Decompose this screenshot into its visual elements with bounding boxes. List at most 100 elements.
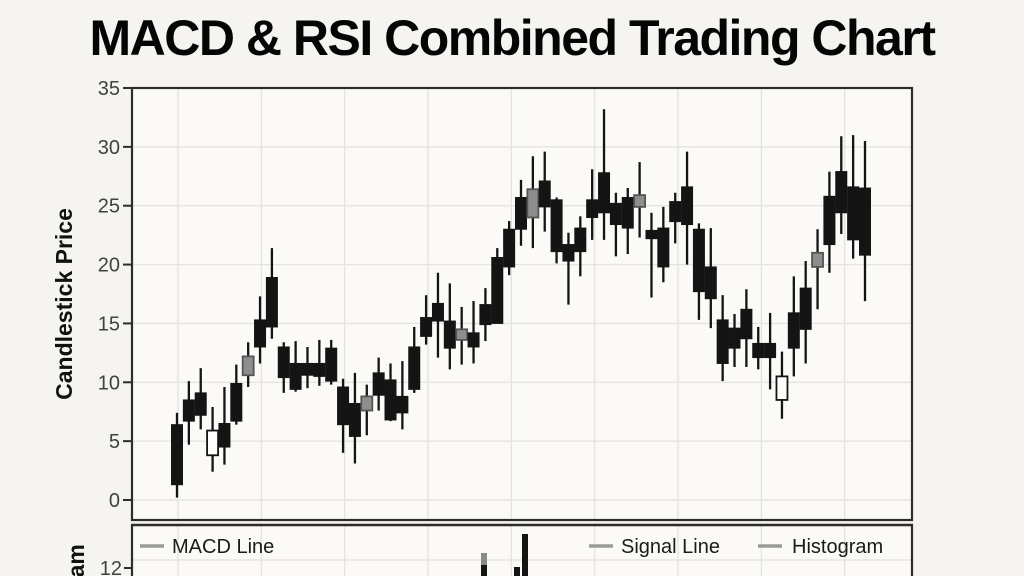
candle-body: [515, 196, 527, 230]
candlestick: [503, 221, 516, 276]
candle-body: [360, 395, 374, 412]
macd-ytick-label: 12: [100, 558, 122, 576]
candle-body: [289, 362, 302, 390]
candlestick: [775, 351, 789, 419]
candlestick: [408, 326, 421, 393]
chart-title: MACD & RSI Combined Trading Chart: [89, 10, 936, 66]
candle-body: [728, 327, 741, 349]
candlestick: [431, 272, 444, 358]
candlestick: [550, 197, 563, 264]
candlestick: [526, 156, 540, 249]
candle-body: [254, 319, 267, 348]
price-axis-ticks: 35 30 25 20 15 10 5 0: [98, 78, 132, 512]
candle-body: [408, 346, 421, 390]
candle-body: [337, 386, 350, 426]
candle-body: [348, 402, 361, 437]
macd-histogram-bar: [514, 567, 520, 576]
legend-label-signal-line: Signal Line: [621, 536, 720, 558]
candlestick: [265, 248, 278, 339]
candlestick: [633, 162, 647, 238]
candle-body: [859, 187, 871, 256]
candlestick: [171, 412, 183, 498]
candlestick: [206, 407, 219, 472]
candle-body: [562, 244, 575, 262]
candle-body: [835, 171, 848, 214]
candlestick: [396, 361, 409, 430]
macd-axis-label: Histogram: [63, 544, 89, 576]
price-ytick-label-0: 0: [109, 490, 120, 512]
legend-label-histogram: Histogram: [792, 536, 883, 558]
candle-body: [384, 379, 397, 421]
candlestick: [562, 232, 575, 305]
candle-body: [491, 257, 504, 324]
macd-histogram-bars: [481, 534, 528, 576]
candle-body: [681, 186, 694, 226]
candle-body: [550, 199, 563, 253]
candle-body: [787, 312, 800, 349]
candle-body: [847, 186, 860, 241]
candlestick: [823, 171, 836, 273]
macd-histogram-bar: [481, 565, 487, 576]
candlestick: [669, 192, 682, 244]
candle-body: [823, 195, 836, 246]
candle-body: [420, 317, 433, 337]
price-ytick-label-10: 10: [98, 372, 120, 394]
candlestick: [301, 346, 314, 389]
candle-body: [325, 347, 338, 382]
candle-body: [301, 362, 314, 376]
candlestick: [586, 169, 599, 240]
candle-body: [431, 302, 444, 322]
candlestick: [657, 206, 670, 283]
candlestick-series: [171, 109, 871, 498]
candle-body: [704, 266, 717, 300]
candle-body: [230, 382, 243, 422]
candlestick: [491, 248, 504, 324]
candlestick: [847, 135, 860, 259]
candlestick: [289, 341, 302, 392]
candlestick: [692, 223, 705, 320]
price-panel-spine: [130, 86, 914, 522]
candlestick: [752, 326, 765, 370]
candlestick: [348, 372, 361, 464]
candlestick: [479, 288, 492, 342]
candlestick: [574, 216, 587, 277]
candle-body: [182, 399, 195, 422]
candle-body: [740, 308, 753, 340]
candle-body: [692, 228, 705, 293]
candlestick: [194, 368, 207, 430]
price-axis-label: Candlestick Price: [51, 208, 77, 400]
axes-spines: [130, 86, 914, 576]
candle-body: [609, 202, 622, 226]
candlestick: [716, 295, 729, 382]
candle-body: [194, 392, 207, 416]
candle-body: [396, 395, 409, 414]
candle-body: [716, 319, 729, 364]
candle-body: [538, 180, 551, 208]
candle-body: [645, 229, 658, 240]
candlestick: [420, 295, 433, 345]
candle-body: [455, 328, 469, 341]
price-ytick-label-35: 35: [98, 78, 120, 100]
candle-body: [574, 227, 587, 253]
candle-body: [799, 287, 812, 330]
macd-legend: MACD Line Signal Line Histogram: [140, 536, 883, 558]
candle-body: [764, 342, 777, 359]
macd-histogram-bar: [481, 553, 487, 565]
candlestick: [681, 151, 694, 265]
candle-body: [479, 304, 492, 326]
candle-body: [241, 355, 255, 377]
candle-body: [277, 346, 290, 379]
candlestick: [787, 276, 800, 377]
candle-body: [313, 362, 326, 377]
candlestick: [799, 261, 812, 364]
candlestick: [254, 296, 267, 364]
candlestick: [740, 289, 753, 367]
candle-body: [467, 332, 480, 348]
candlestick: [704, 228, 717, 329]
price-ytick-label-15: 15: [98, 313, 120, 335]
candlestick: [372, 357, 385, 411]
candle-body: [598, 172, 611, 214]
price-ytick-label-20: 20: [98, 255, 120, 277]
candle-body: [503, 228, 516, 268]
